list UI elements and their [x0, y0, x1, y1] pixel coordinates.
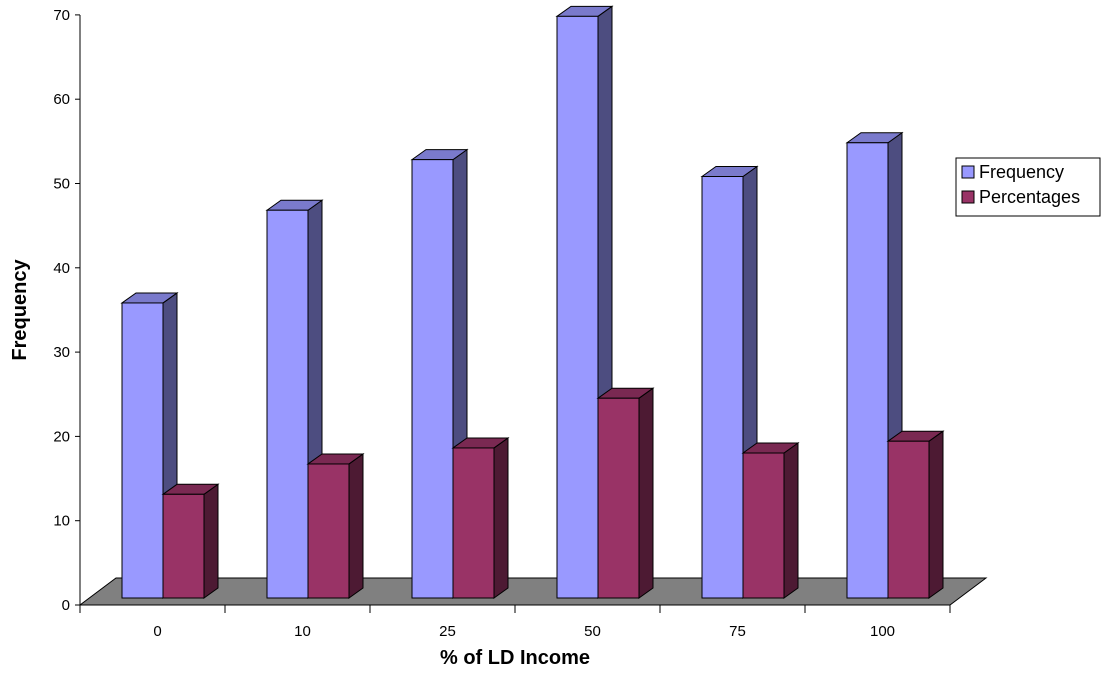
x-axis-title: % of LD Income [440, 647, 590, 669]
legend-box [955, 157, 1101, 217]
y-tick-label: 60 [53, 91, 70, 108]
bar-percentages-10 [306, 452, 365, 599]
bar-front-face [887, 440, 930, 599]
bar-front-face [411, 159, 454, 599]
bar-front-face [121, 302, 164, 599]
legend-entry-label: Frequency [979, 162, 1064, 182]
bar-front-face [597, 397, 640, 599]
bar-side-face [638, 387, 654, 599]
x-tick-label: 0 [153, 623, 161, 640]
y-tick-label: 30 [53, 344, 70, 361]
x-tick-label: 25 [439, 623, 456, 640]
bar-side-face [928, 430, 944, 599]
y-tick-label: 40 [53, 260, 70, 277]
bar-front-face [452, 447, 495, 599]
y-tick-label: 0 [62, 597, 70, 614]
bar-front-face [556, 15, 599, 599]
legend-swatch [961, 165, 975, 179]
bar-front-face [846, 142, 889, 599]
bar-percentages-100 [886, 430, 945, 599]
bar-percentages-50 [596, 387, 655, 599]
y-tick-label: 50 [53, 176, 70, 193]
bar-side-face [203, 483, 219, 599]
bar-side-face [348, 452, 364, 599]
legend: Frequency Percentages [955, 157, 1101, 217]
legend-swatch [961, 190, 975, 204]
bar-front-face [162, 493, 205, 599]
bar-front-face [266, 209, 309, 599]
bar-front-face [701, 176, 744, 599]
bar-percentages-25 [451, 436, 510, 599]
bar-front-face [742, 452, 785, 599]
y-axis-title: Frequency [9, 259, 31, 361]
y-tick-label: 10 [53, 513, 70, 530]
bar-percentages-0 [161, 483, 220, 599]
bar-front-face [307, 463, 350, 599]
y-tick-label: 20 [53, 428, 70, 445]
x-tick-label: 50 [584, 623, 601, 640]
y-tick-label: 70 [53, 7, 70, 24]
x-tick-label: 75 [729, 623, 746, 640]
legend-entry-label: Percentages [979, 187, 1080, 207]
bar-side-face [783, 442, 799, 599]
x-tick-label: 10 [294, 623, 311, 640]
x-tick-label: 100 [870, 623, 895, 640]
bar-percentages-75 [741, 442, 800, 599]
bar-side-face [493, 436, 509, 599]
